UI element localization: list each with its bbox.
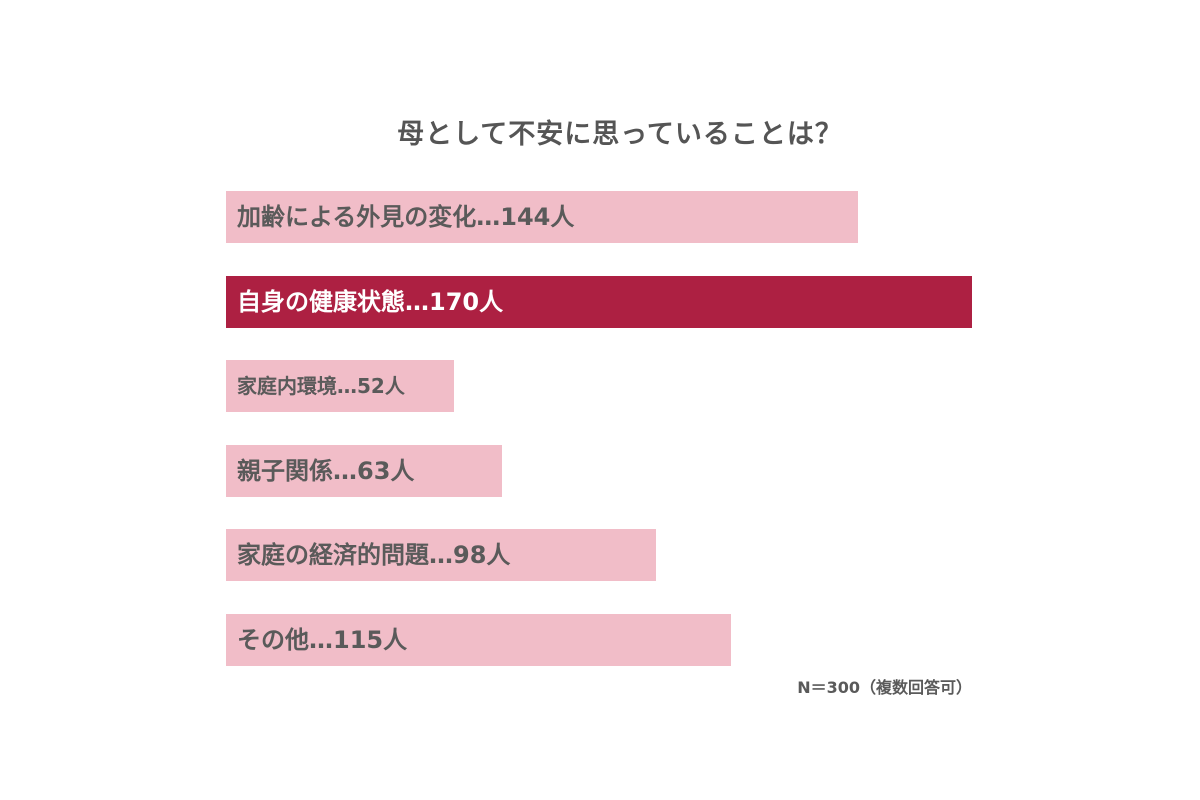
bar-label: 自身の健康状態…170人 [237, 288, 504, 316]
bar-1: 加齢による外見の変化…144人 [226, 191, 858, 243]
bar-label: 親子関係…63人 [237, 457, 415, 485]
bar-label: 家庭内環境…52人 [237, 374, 405, 398]
chart-note: N＝300（複数回答可） [797, 678, 972, 697]
bar-label: その他…115人 [237, 626, 408, 654]
chart-title: 母として不安に思っていることは？ [397, 119, 843, 150]
bar-4: 親子関係…63人 [226, 445, 502, 497]
bar-6: その他…115人 [226, 614, 731, 666]
bar-3: 家庭内環境…52人 [226, 360, 454, 412]
bar-5: 家庭の経済的問題…98人 [226, 529, 656, 581]
bar-label: 加齢による外見の変化…144人 [237, 203, 575, 231]
bar-label: 家庭の経済的問題…98人 [237, 541, 511, 569]
bar-2: 自身の健康状態…170人 [226, 276, 972, 328]
